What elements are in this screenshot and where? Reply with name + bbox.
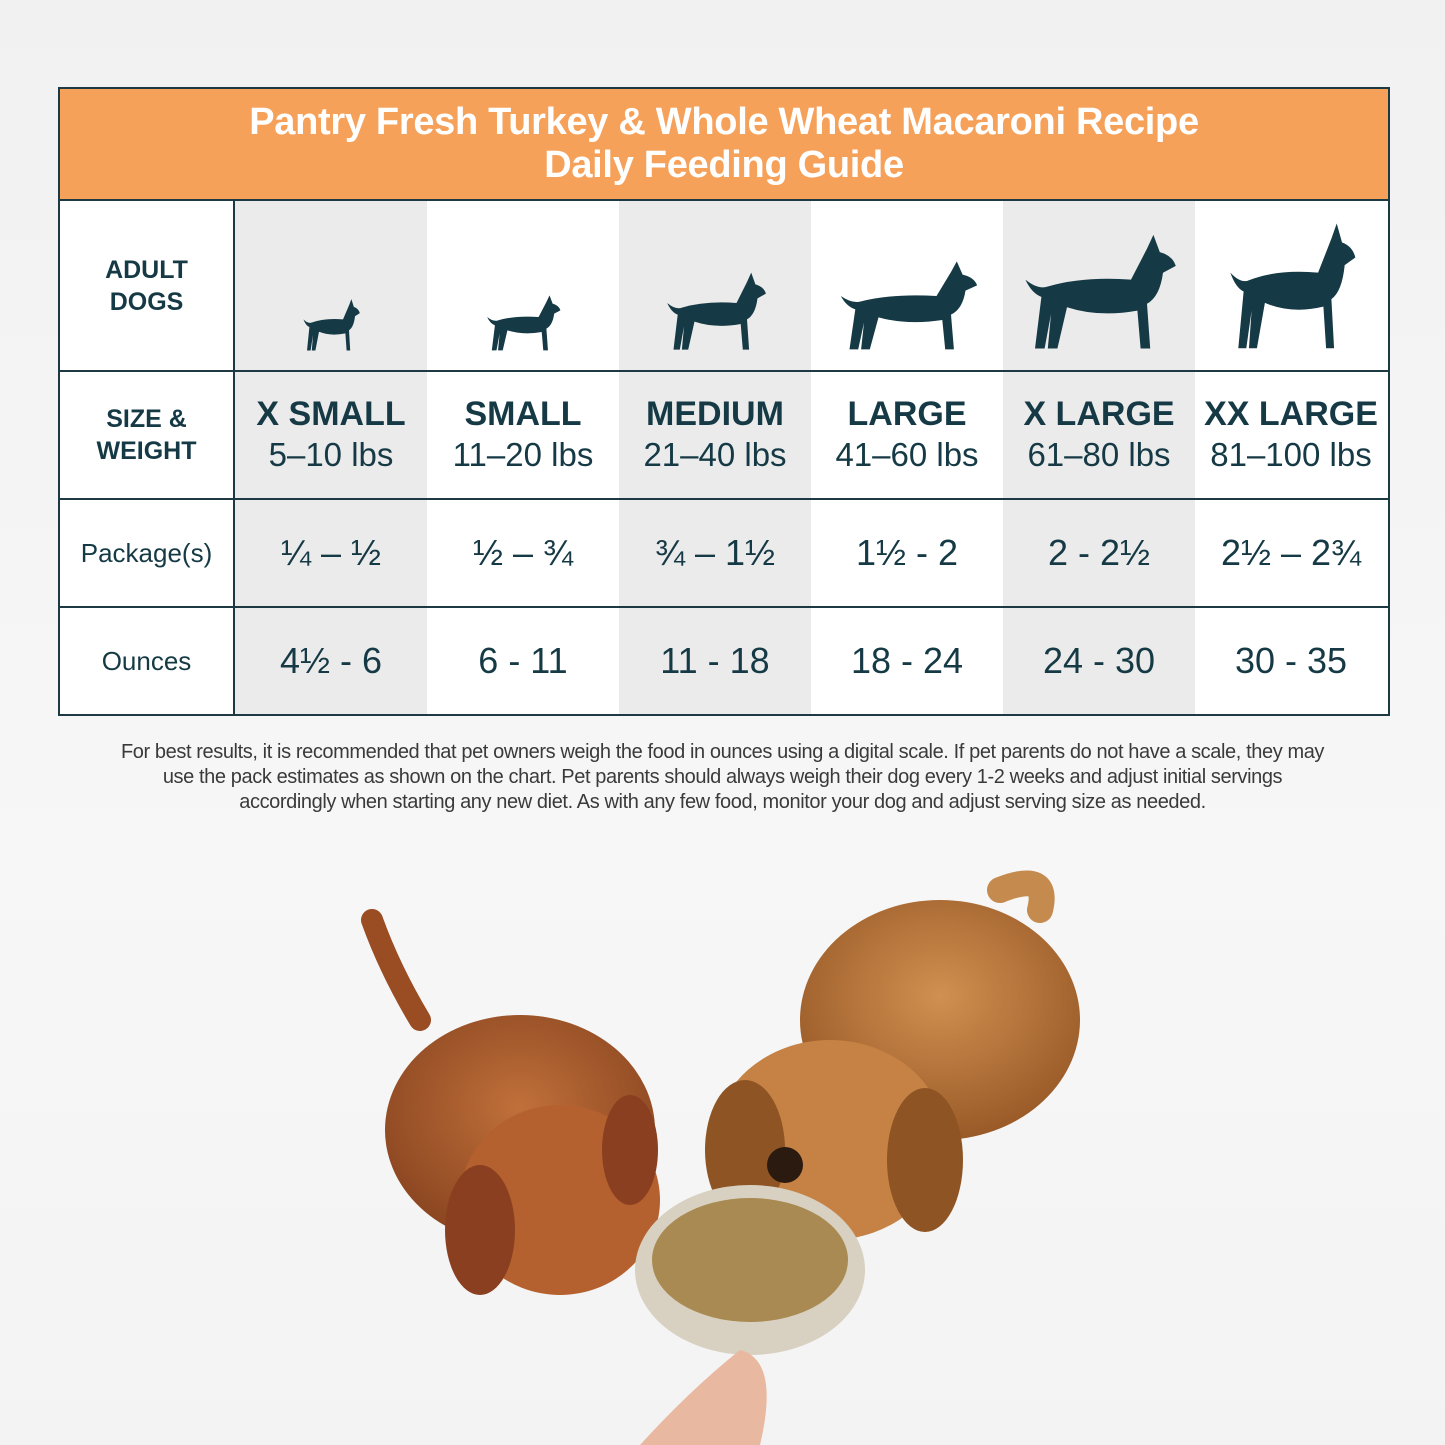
size-label: LARGE xyxy=(847,395,967,433)
size-label: X LARGE xyxy=(1023,395,1175,433)
size-cell: X SMALL 5–10 lbs xyxy=(235,372,427,498)
dogs-photo xyxy=(361,870,1080,1445)
size-cell: X LARGE 61–80 lbs xyxy=(1003,372,1195,498)
ounces-cell: 6 - 11 xyxy=(478,640,568,681)
size-label: SMALL xyxy=(464,395,582,433)
ounces-cell: 11 - 18 xyxy=(619,608,811,714)
packages-cell: ¼ – ½ xyxy=(235,500,427,606)
feeding-note: For best results, it is recommended that… xyxy=(120,741,1325,813)
dog-small-icon xyxy=(487,295,561,351)
row-icons: ADULT DOGS xyxy=(60,201,1388,372)
dog-large-icon xyxy=(840,261,977,350)
weight-range: 61–80 lbs xyxy=(1027,436,1171,473)
row-size-weight: SIZE & WEIGHT X SMALL 5–10 lbs SMALL 11–20 l… xyxy=(60,372,1388,500)
packages-cell: ½ – ¾ xyxy=(472,532,574,573)
weight-range: 81–100 lbs xyxy=(1210,436,1372,473)
dog-medium-icon xyxy=(666,272,766,350)
table-title: Pantry Fresh Turkey & Whole Wheat Macaro… xyxy=(60,89,1388,201)
size-cell: LARGE 41–60 lbs xyxy=(811,372,1003,498)
label-size-weight: SIZE & WEIGHT xyxy=(60,372,235,498)
weight-range: 21–40 lbs xyxy=(643,436,787,473)
weight-range: 41–60 lbs xyxy=(835,436,979,473)
icon-cell xyxy=(1003,201,1195,370)
label-ounces: Ounces xyxy=(60,608,235,714)
icon-cell xyxy=(619,201,811,370)
ounces-cell: 30 - 35 xyxy=(1234,640,1348,681)
feeding-guide-table: Pantry Fresh Turkey & Whole Wheat Macaro… xyxy=(58,87,1390,716)
label-adult-dogs: ADULT DOGS xyxy=(60,201,235,370)
label-packages: Package(s) xyxy=(60,500,235,606)
packages-cell: ¾ – 1½ xyxy=(619,500,811,606)
packages-cell: 2 - 2½ xyxy=(1003,500,1195,606)
ounces-cell: 18 - 24 xyxy=(850,640,964,681)
size-label: X SMALL xyxy=(256,395,406,433)
dog-xlarge-icon xyxy=(1025,234,1176,349)
dog-xxlarge-icon xyxy=(1229,223,1355,349)
row-packages: Package(s) ¼ – ½ ½ – ¾ ¾ – 1½ 1½ - 2 2 - 2½ 2… xyxy=(60,500,1388,608)
packages-cell: 1½ - 2 xyxy=(855,532,959,573)
title-line1: Pantry Fresh Turkey & Whole Wheat Macaro… xyxy=(249,101,1199,143)
weight-range: 5–10 lbs xyxy=(268,436,394,473)
icon-cell xyxy=(811,201,1003,370)
icon-cell xyxy=(235,201,427,370)
size-cell: XX LARGE 81–100 lbs xyxy=(1195,372,1387,498)
weight-range: 11–20 lbs xyxy=(452,436,594,473)
icon-cell xyxy=(1195,201,1387,370)
ounces-cell: 24 - 30 xyxy=(1003,608,1195,714)
ounces-cell: 4½ - 6 xyxy=(235,608,427,714)
packages-cell: 2½ – 2¾ xyxy=(1220,532,1362,573)
icon-cell xyxy=(427,201,619,370)
dog-xsmall-icon xyxy=(303,299,360,351)
size-cell: MEDIUM 21–40 lbs xyxy=(619,372,811,498)
size-label: XX LARGE xyxy=(1204,395,1378,433)
row-ounces: Ounces 4½ - 6 6 - 11 11 - 18 18 - 24 24 - 30… xyxy=(60,608,1388,714)
size-cell: SMALL 11–20 lbs xyxy=(427,372,619,498)
size-label: MEDIUM xyxy=(646,395,784,433)
title-line2: Daily Feeding Guide xyxy=(544,144,904,186)
